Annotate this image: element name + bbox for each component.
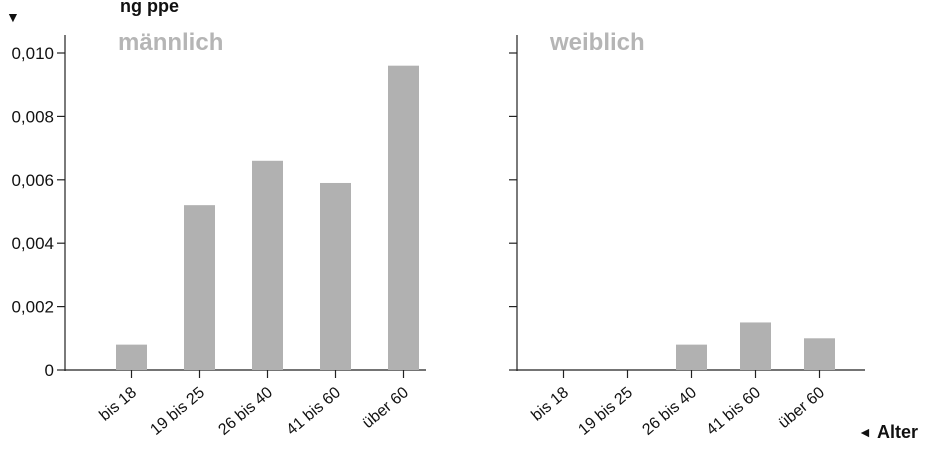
- x-tick-label: 41 bis 60: [703, 384, 764, 439]
- panel-title: weiblich: [549, 29, 645, 56]
- x-tick-label: 19 bis 25: [147, 384, 208, 439]
- bar: [740, 322, 771, 370]
- x-tick-label: 41 bis 60: [283, 384, 344, 439]
- panel-0: männlich 0 0,002 0,004 0,006 0,008 0,010 bis 18…: [11, 29, 426, 439]
- x-tick-label: über 60: [360, 384, 413, 432]
- x-tick-label: bis 18: [528, 384, 572, 425]
- y-axis-arrow-icon: ▼: [6, 9, 20, 25]
- x-axis-label: Alter: [877, 422, 918, 442]
- y-tick-label: 0,004: [11, 234, 54, 253]
- bar: [804, 338, 835, 370]
- x-tick-label: 19 bis 25: [575, 384, 636, 439]
- panel-1: weiblich bis 18 19 bis 25 26 bis 40 41 bis 6…: [509, 29, 865, 439]
- y-tick-label: 0,010: [11, 44, 54, 63]
- bar: [388, 65, 419, 371]
- x-tick-label: 26 bis 40: [639, 384, 700, 439]
- y-tick-label: 0: [45, 361, 54, 380]
- x-tick-label: bis 18: [96, 384, 140, 425]
- y-tick-label: 0,006: [11, 171, 54, 190]
- x-tick-label: über 60: [776, 384, 829, 432]
- bar: [184, 205, 215, 370]
- x-axis-arrow-icon: ◄: [858, 424, 872, 440]
- panel-title: männlich: [118, 29, 223, 56]
- chart-title-partial: ng ppe: [120, 0, 179, 16]
- y-tick-label: 0,008: [11, 107, 54, 126]
- y-tick-label: 0,002: [11, 298, 54, 317]
- bar: [320, 182, 351, 370]
- bar: [116, 344, 147, 370]
- bar: [676, 344, 707, 370]
- chart-panels: männlich 0 0,002 0,004 0,006 0,008 0,010 bis 18…: [11, 29, 865, 439]
- bar: [252, 160, 283, 370]
- x-tick-label: 26 bis 40: [215, 384, 276, 439]
